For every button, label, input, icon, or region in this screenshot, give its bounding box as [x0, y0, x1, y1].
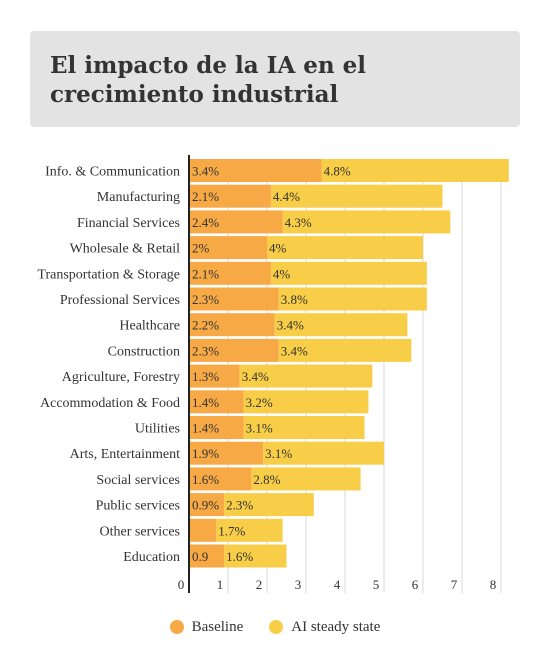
- legend-swatch-ai: [269, 620, 284, 634]
- x-tick-label: 8: [490, 577, 497, 592]
- bar-ai: [216, 518, 283, 542]
- legend: Baseline AI steady state: [0, 614, 550, 640]
- bar-baseline: [189, 159, 322, 182]
- bar-ai: [278, 338, 412, 362]
- data-label-ai: 4.3%: [285, 215, 312, 230]
- bar-ai: [274, 313, 408, 337]
- bar-baseline: [189, 441, 264, 465]
- category-label: Utilities: [135, 422, 180, 437]
- bar-ai: [239, 364, 373, 388]
- data-label-baseline: 0.9%: [192, 498, 219, 513]
- data-label-ai: 4%: [273, 266, 291, 281]
- bar-baseline: [189, 467, 252, 491]
- x-tick-label: 4: [334, 577, 341, 592]
- title-box: El impacto de la IA en el crecimiento in…: [30, 31, 520, 127]
- bar-ai: [224, 493, 314, 517]
- data-label-baseline: 1.6%: [192, 472, 219, 487]
- bar-baseline: [189, 184, 271, 208]
- bar-ai: [267, 236, 423, 260]
- data-label-baseline: 2.3%: [192, 292, 219, 307]
- bar-baseline: [189, 518, 217, 542]
- bar-baseline: [189, 416, 244, 439]
- x-tick-label: 7: [451, 577, 458, 592]
- data-label-ai: 3.2%: [246, 395, 273, 410]
- data-label-baseline: 1.9%: [192, 446, 219, 461]
- bar-baseline: [189, 544, 225, 568]
- data-label-baseline: 3.4%: [192, 164, 219, 179]
- x-tick-label: 5: [373, 577, 380, 592]
- data-label-ai: 4%: [269, 241, 287, 256]
- category-label: Arts, Entertainment: [70, 447, 181, 462]
- bar-ai: [278, 287, 427, 311]
- bar-ai: [251, 467, 361, 491]
- data-label-baseline: 2.4%: [192, 215, 219, 230]
- data-label-ai: 3.4%: [242, 369, 269, 384]
- bar-baseline: [189, 313, 275, 337]
- bar-baseline: [189, 390, 244, 414]
- data-label-ai: 1.6%: [226, 549, 253, 564]
- bar-baseline: [189, 287, 279, 311]
- page-title: El impacto de la IA en el crecimiento in…: [50, 52, 367, 108]
- data-label-ai: 4.4%: [273, 189, 300, 204]
- data-label-ai: 2.3%: [226, 498, 253, 513]
- data-label-ai: 2.8%: [253, 472, 280, 487]
- bar-baseline: [189, 210, 283, 234]
- data-label-ai: 3.4%: [277, 318, 304, 333]
- bar-ai: [270, 261, 427, 285]
- bar-ai: [282, 210, 451, 234]
- legend-item-baseline: Baseline: [169, 618, 244, 636]
- bar-ai: [243, 416, 365, 439]
- bar-ai: [243, 390, 369, 414]
- bar-ai: [263, 441, 384, 465]
- bar-baseline: [189, 261, 271, 285]
- bar-baseline: [189, 236, 267, 260]
- data-label-ai: 4.8%: [324, 164, 351, 179]
- category-label: Wholesale & Retail: [70, 242, 181, 257]
- category-label: Social services: [96, 473, 180, 488]
- bar-chart: Info. & Communication 3.4% 4.8% Manufacturi…: [37, 155, 509, 593]
- data-label-ai: 3.4%: [281, 343, 308, 358]
- legend-label-ai: AI steady state: [291, 618, 381, 635]
- legend-label-baseline: Baseline: [191, 618, 244, 635]
- bar-baseline: [189, 493, 225, 517]
- data-label-baseline: 2.2%: [192, 318, 219, 333]
- bar-ai: [321, 159, 509, 182]
- data-label-ai: 3.1%: [265, 446, 292, 461]
- category-label: Healthcare: [119, 319, 180, 334]
- data-label-ai: 3.8%: [281, 292, 308, 307]
- category-label: Agriculture, Forestry: [62, 370, 180, 385]
- data-label-baseline: 2.3%: [192, 343, 219, 358]
- category-label: Professional Services: [60, 293, 180, 308]
- category-label: Accommodation & Food: [40, 396, 180, 411]
- data-label-baseline: 2.1%: [192, 189, 219, 204]
- data-label-ai: 3.1%: [246, 421, 273, 436]
- bar-baseline: [189, 364, 240, 388]
- category-label: Info. & Communication: [45, 165, 180, 180]
- category-label: Transportation & Storage: [37, 267, 180, 282]
- data-label-baseline: 1.3%: [192, 369, 219, 384]
- data-label-baseline: 1.4%: [192, 421, 219, 436]
- x-tick-label: 6: [412, 577, 419, 592]
- legend-swatch-baseline: [169, 620, 184, 634]
- bar-baseline: [189, 338, 279, 362]
- data-label-baseline: 0.9: [192, 549, 208, 564]
- x-tick-label: 3: [295, 577, 302, 592]
- x-tick-label: 2: [256, 577, 263, 592]
- category-label: Public services: [96, 499, 180, 514]
- data-label-ai: 1.7%: [218, 523, 245, 538]
- data-label-baseline: 1.4%: [192, 395, 219, 410]
- category-label: Construction: [108, 344, 180, 359]
- x-tick-label: 0: [178, 577, 185, 592]
- bar-ai: [224, 544, 287, 568]
- category-label: Other services: [100, 524, 180, 539]
- category-label: Education: [123, 550, 180, 565]
- legend-item-ai: AI steady state: [269, 619, 380, 636]
- data-label-baseline: 2.1%: [192, 266, 219, 281]
- x-tick-label: 1: [217, 577, 224, 592]
- data-label-baseline: 2%: [192, 241, 210, 256]
- category-label: Manufacturing: [97, 190, 180, 205]
- category-label: Financial Services: [77, 216, 180, 231]
- bar-ai: [270, 184, 443, 208]
